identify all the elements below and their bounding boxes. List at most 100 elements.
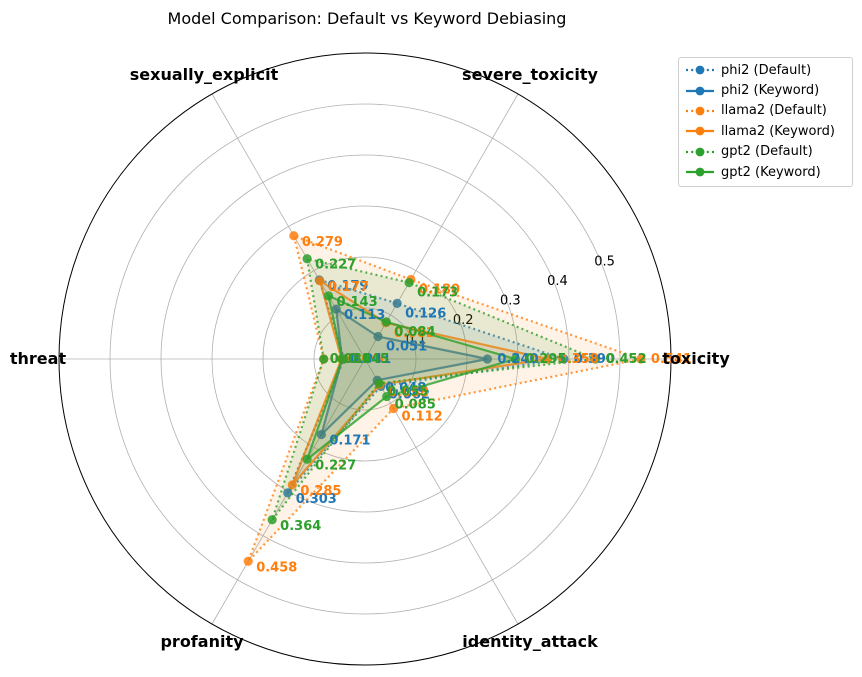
legend-marker: [695, 167, 705, 177]
spoke-line: [364, 93, 519, 360]
category-label: toxicity: [662, 349, 730, 368]
data-label: 0.041: [350, 352, 391, 367]
series-fill: [272, 258, 596, 520]
data-label: 0.390: [574, 352, 615, 367]
data-label: 0.358: [558, 352, 599, 367]
legend-label: llama2 (Default): [721, 103, 827, 119]
legend-swatch: [686, 167, 714, 177]
data-point: [388, 403, 399, 414]
data-point: [373, 331, 383, 342]
legend-marker: [695, 147, 705, 157]
data-label: 0.082: [394, 326, 435, 341]
legend-swatch: [686, 86, 714, 95]
category-label: sexually_explicit: [130, 65, 279, 84]
data-point: [302, 454, 312, 464]
radial-tick-label: 0.5: [594, 254, 615, 269]
category-label: severe_toxicity: [462, 65, 598, 84]
data-label: 0.364: [280, 519, 321, 534]
legend-item: phi2 (Keyword): [679, 80, 852, 100]
data-point: [283, 488, 293, 498]
series-fill: [292, 280, 548, 485]
data-point: [319, 354, 329, 364]
data-label: 0.081: [330, 352, 371, 367]
data-label: 0.058: [388, 386, 429, 401]
radial-tick-label: 0.3: [500, 293, 521, 308]
data-label: 0.295: [525, 352, 566, 367]
radial-tick-label: 0.2: [453, 313, 474, 328]
radial-tick-label: 0.4: [547, 274, 568, 289]
data-label: 0.084: [394, 325, 435, 340]
legend-label: phi2 (Default): [721, 62, 812, 78]
legend-marker: [695, 106, 705, 116]
data-point: [482, 354, 492, 364]
data-label: 0.303: [296, 492, 337, 507]
category-labels: toxicity severe_toxicity sexually_explicit…: [10, 65, 730, 651]
legend-marker: [695, 86, 705, 95]
legend-item: llama2 (Default): [679, 101, 852, 121]
data-point: [636, 354, 646, 364]
series-layer: [243, 231, 646, 566]
category-label: threat: [10, 349, 67, 368]
data-point: [323, 291, 334, 301]
spoke-line: [211, 93, 366, 360]
data-point: [392, 298, 402, 308]
data-label: 0.113: [344, 308, 385, 323]
legend-swatch: [686, 147, 714, 157]
data-label: 0.045: [348, 352, 389, 367]
data-label: 0.126: [405, 306, 446, 321]
legend-swatch: [686, 106, 714, 116]
data-label: 0.112: [402, 409, 443, 424]
legend: phi2 (Default) phi2 (Keyword) llama2 (Defa…: [678, 57, 853, 187]
data-label: 0.541: [651, 352, 692, 367]
data-label: 0.048: [385, 381, 426, 396]
legend-swatch: [686, 126, 714, 136]
legend-marker: [695, 126, 705, 136]
data-label: 0.177: [328, 280, 369, 295]
data-label: 0.143: [337, 295, 378, 310]
data-label: 0.045: [348, 352, 389, 367]
data-point: [337, 354, 347, 364]
legend-item: gpt2 (Default): [679, 142, 852, 162]
legend-marker: [695, 65, 705, 75]
series-fill: [287, 279, 564, 493]
data-point: [331, 304, 341, 314]
legend-label: phi2 (Keyword): [721, 83, 820, 99]
data-label: 0.062: [389, 387, 430, 402]
data-label: 0.171: [329, 434, 370, 449]
data-point: [382, 391, 392, 402]
data-label: 0.085: [395, 398, 436, 413]
data-label: 0.179: [327, 279, 368, 294]
chart-title: Model Comparison: Default vs Keyword Deb…: [168, 9, 567, 28]
data-labels-layer: 0.390 0.126 0.179 0.041 0.303 0.062 0.240 0.051…: [256, 235, 692, 576]
legend-item: phi2 (Default): [679, 60, 852, 80]
legend-label: gpt2 (Keyword): [721, 164, 821, 180]
data-point: [267, 515, 277, 525]
data-label: 0.240: [497, 352, 538, 367]
series-fill: [248, 235, 641, 562]
data-point: [510, 354, 521, 364]
data-label: 0.051: [386, 339, 427, 354]
data-point: [404, 277, 414, 288]
data-point: [381, 317, 392, 327]
data-label: 0.081: [330, 352, 371, 367]
data-point: [302, 254, 312, 264]
data-point: [316, 429, 326, 440]
data-label: 0.180: [419, 282, 460, 297]
radar-grid: 0.10.20.30.40.5: [58, 52, 672, 666]
data-point: [287, 480, 297, 490]
category-label: profanity: [160, 632, 244, 651]
series-fill: [321, 309, 488, 435]
data-point: [559, 354, 569, 364]
data-label: 0.046: [348, 352, 389, 367]
data-point: [243, 556, 253, 566]
data-point: [289, 231, 299, 241]
category-label: identity_attack: [462, 632, 598, 651]
data-label: 0.452: [606, 352, 647, 367]
legend-item: llama2 (Keyword): [679, 121, 852, 141]
legend-label: gpt2 (Default): [721, 144, 813, 160]
data-label: 0.055: [387, 384, 428, 399]
legend-item: gpt2 (Keyword): [679, 162, 852, 182]
data-label: 0.227: [315, 258, 356, 273]
data-label: 0.173: [417, 286, 458, 301]
